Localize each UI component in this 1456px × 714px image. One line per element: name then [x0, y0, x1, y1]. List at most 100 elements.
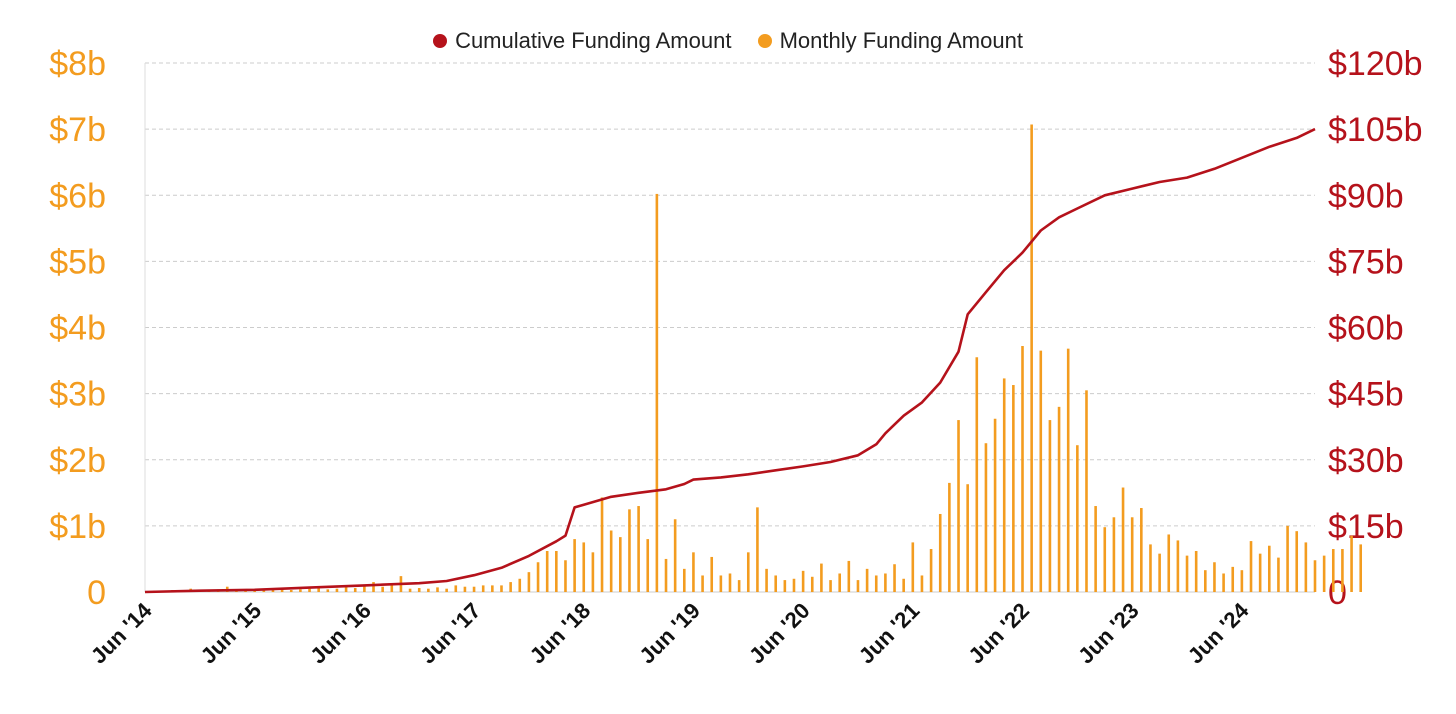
monthly-bar [719, 575, 723, 592]
monthly-bar [664, 558, 668, 592]
right-tick-label: $105b [1328, 111, 1423, 149]
monthly-bar [1304, 542, 1308, 592]
monthly-bar [454, 585, 458, 592]
monthly-bar [1331, 549, 1335, 592]
monthly-bar [984, 443, 988, 592]
monthly-bar [1341, 549, 1344, 592]
monthly-bar [1076, 445, 1079, 592]
monthly-bar [856, 580, 860, 592]
monthly-bar [902, 578, 905, 592]
monthly-bar [1140, 508, 1143, 592]
right-tick-label: $60b [1328, 310, 1404, 348]
monthly-bar [692, 552, 695, 592]
monthly-bar [619, 537, 622, 592]
right-tick-label: $15b [1328, 508, 1404, 546]
monthly-bars [152, 124, 1363, 593]
x-tick-label: Jun '16 [305, 598, 376, 669]
monthly-bar [344, 586, 348, 592]
monthly-bar [1359, 544, 1363, 592]
monthly-bar [500, 585, 503, 592]
monthly-bar [1048, 420, 1052, 592]
monthly-bar [920, 575, 924, 592]
monthly-bar [1066, 348, 1070, 592]
monthly-bar [1012, 385, 1015, 592]
monthly-bar [335, 588, 339, 592]
monthly-bar [1085, 390, 1088, 592]
monthly-bar [408, 588, 412, 592]
monthly-bar [810, 576, 814, 592]
left-tick-label: $2b [49, 442, 106, 480]
monthly-bar [1167, 534, 1171, 592]
left-axis-ticks: 0 $1b $2b $3b $4b $5b $6b $7b $8b [49, 45, 106, 612]
monthly-bar [536, 562, 540, 592]
monthly-bar [527, 572, 531, 592]
x-tick-label: Jun '22 [963, 598, 1034, 669]
monthly-bar [609, 530, 613, 592]
monthly-bar [1103, 527, 1107, 592]
monthly-bar [317, 588, 320, 592]
monthly-bar [728, 573, 732, 592]
cumulative-line [144, 127, 1316, 594]
left-tick-label: $7b [49, 111, 106, 149]
monthly-bar [1121, 487, 1125, 592]
monthly-bar [1094, 506, 1097, 592]
legend-item-cumulative: Cumulative Funding Amount [433, 28, 731, 54]
left-tick-label: $5b [49, 243, 106, 281]
monthly-bar [911, 542, 915, 592]
monthly-bar [390, 585, 394, 592]
left-tick-label: $1b [49, 508, 106, 546]
monthly-bar [1194, 551, 1198, 592]
monthly-bar [756, 507, 759, 592]
x-axis-ticks: Jun '14 Jun '15 Jun '16 Jun '17 Jun '18 Jun '… [86, 597, 1254, 668]
monthly-bar [262, 590, 266, 592]
monthly-bar [1240, 570, 1244, 592]
monthly-bar [893, 564, 896, 592]
left-tick-label: $6b [49, 177, 106, 215]
monthly-bar [1002, 378, 1006, 592]
monthly-bar [938, 513, 942, 592]
monthly-bar [975, 357, 979, 592]
left-tick-label: 0 [87, 574, 106, 612]
monthly-bar [573, 539, 576, 592]
legend-item-monthly: Monthly Funding Amount [757, 28, 1023, 54]
x-tick-label: Jun '21 [854, 598, 925, 669]
monthly-bar [1277, 557, 1280, 592]
right-tick-label: $90b [1328, 177, 1404, 215]
monthly-bar [865, 568, 869, 592]
monthly-bar [308, 588, 311, 592]
monthly-bar [1249, 541, 1253, 592]
monthly-bar [509, 582, 512, 592]
monthly-bar [993, 418, 997, 592]
monthly-bar [1231, 566, 1235, 592]
monthly-bar [582, 542, 586, 592]
monthly-bar [353, 588, 357, 592]
monthly-bar [746, 552, 750, 592]
monthly-bar [363, 585, 366, 592]
monthly-bar [957, 420, 960, 592]
monthly-bar [1222, 573, 1225, 592]
monthly-bar [884, 573, 887, 592]
monthly-bar [491, 585, 494, 592]
x-tick-label: Jun '19 [634, 598, 705, 669]
monthly-bar [701, 575, 704, 592]
monthly-bar [628, 509, 631, 592]
monthly-bar [774, 575, 778, 592]
monthly-bar [1295, 531, 1299, 592]
right-tick-label: 0 [1328, 574, 1347, 612]
monthly-bar [463, 586, 467, 592]
monthly-bar [710, 556, 714, 592]
monthly-bar [765, 568, 768, 592]
monthly-bar [1039, 350, 1043, 592]
monthly-bar [289, 590, 293, 592]
monthly-bar [966, 484, 969, 592]
monthly-bar [1313, 560, 1317, 592]
monthly-bar [673, 519, 677, 592]
monthly-bar [381, 586, 384, 592]
monthly-bar [417, 588, 421, 592]
monthly-bar [838, 573, 841, 592]
monthly-bar [472, 586, 476, 592]
x-tick-label: Jun '24 [1183, 597, 1254, 668]
monthly-bar [1130, 517, 1134, 592]
monthly-bar [1030, 124, 1033, 592]
